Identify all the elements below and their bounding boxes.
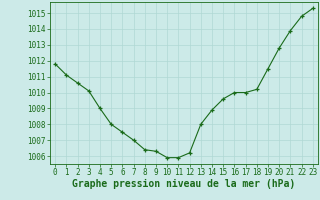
X-axis label: Graphe pression niveau de la mer (hPa): Graphe pression niveau de la mer (hPa) [72, 179, 296, 189]
